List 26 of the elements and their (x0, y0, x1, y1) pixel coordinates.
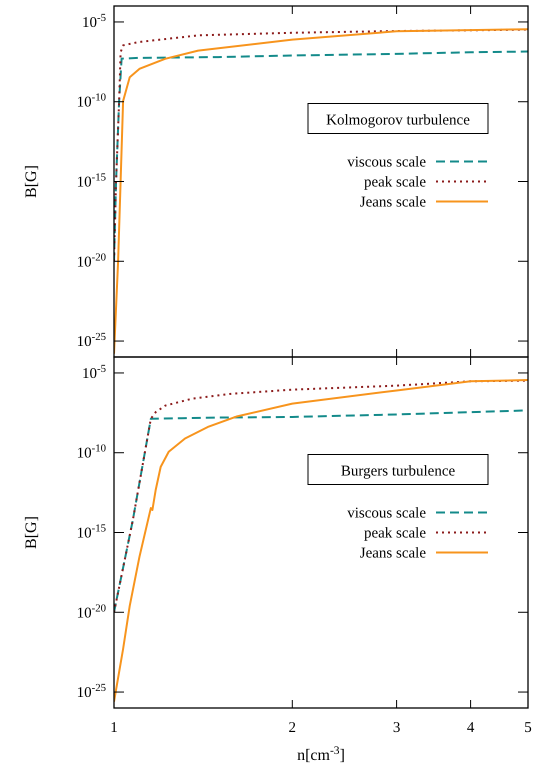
y-axis-title: B[G] (23, 165, 40, 198)
y-tick-label: 10$^{-20}$ (76, 251, 106, 270)
x-tick-label: 1 (110, 720, 118, 736)
y-tick-label: 10$^{-25}$ (76, 331, 106, 350)
x-tick-label: 5 (524, 720, 532, 736)
legend-title: Kolmogorov turbulence (326, 112, 470, 128)
legend-label: peak scale (364, 174, 426, 190)
x-tick-label: 3 (392, 720, 400, 736)
legend-title: Burgers turbulence (340, 464, 456, 480)
legend-label: viscous scale (347, 506, 426, 522)
y-tick-label: 10$^{-20}$ (76, 602, 106, 622)
legend-label: Jeans scale (360, 546, 426, 562)
legend-label: peak scale (364, 526, 426, 542)
y-tick-label: 10$^{-5}$ (82, 362, 106, 382)
x-tick-label: 4 (466, 720, 475, 736)
legend-label: viscous scale (347, 154, 426, 170)
y-tick-label: 10$^{-25}$ (76, 682, 106, 702)
y-tick-label: 10$^{-10}$ (76, 442, 106, 462)
legend-label: Jeans scale (360, 194, 426, 210)
y-tick-label: 10$^{-10}$ (76, 92, 106, 111)
y-tick-label: 10$^{-5}$ (82, 12, 106, 31)
x-tick-label: 2 (288, 720, 296, 736)
x-axis-title: n[cm$^{-3}$] (297, 745, 345, 764)
y-axis-title: B[G] (23, 516, 40, 549)
y-tick-label: 10$^{-15}$ (76, 522, 106, 542)
y-tick-label: 10$^{-15}$ (76, 172, 106, 190)
